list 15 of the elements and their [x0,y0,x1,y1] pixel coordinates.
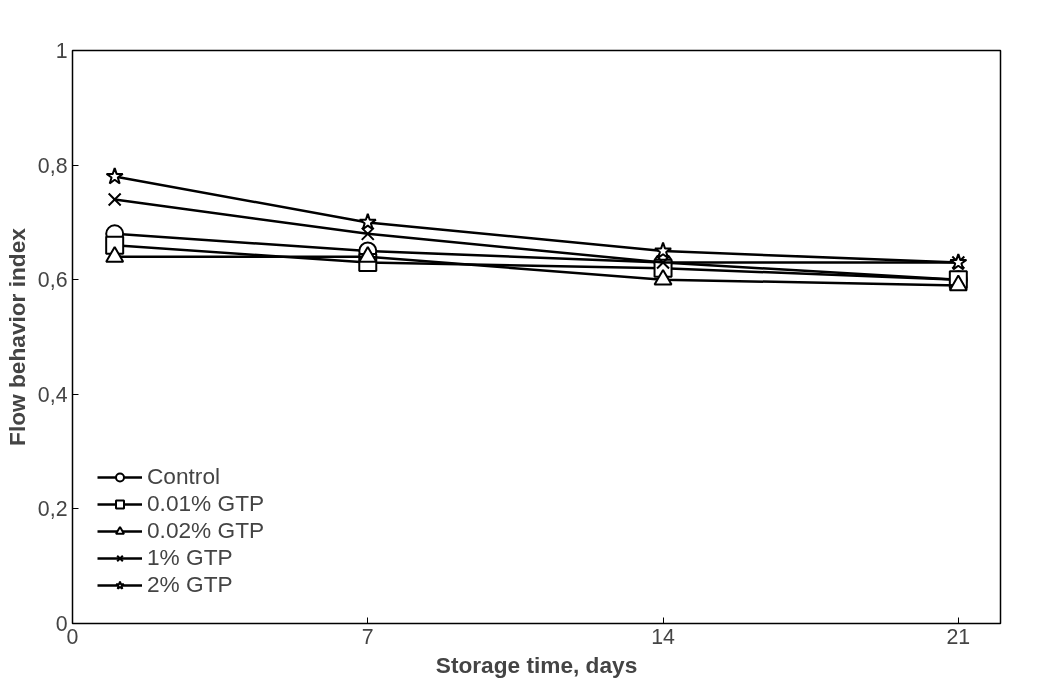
y-tick-label: 1 [55,39,68,63]
legend-label: 0.01% GTP [147,490,265,517]
y-tick-label: 0,4 [37,382,68,407]
y-tick-label: 0,6 [37,268,68,293]
legend-label: 0.02% GTP [147,517,265,544]
legend-label: 1% GTP [147,544,233,571]
x-tick-label: 21 [946,624,971,649]
legend-label: Control [147,463,221,490]
x-tick-label: 7 [361,624,374,649]
y-tick-label: 0,2 [37,497,68,522]
x-tick-label: 14 [651,624,676,649]
legend-label: 2% GTP [147,571,233,598]
y-tick-label: 0,8 [37,153,68,178]
y-axis-title: Flow behavior index [3,227,30,446]
x-axis-title: Storage time, days [435,651,638,678]
